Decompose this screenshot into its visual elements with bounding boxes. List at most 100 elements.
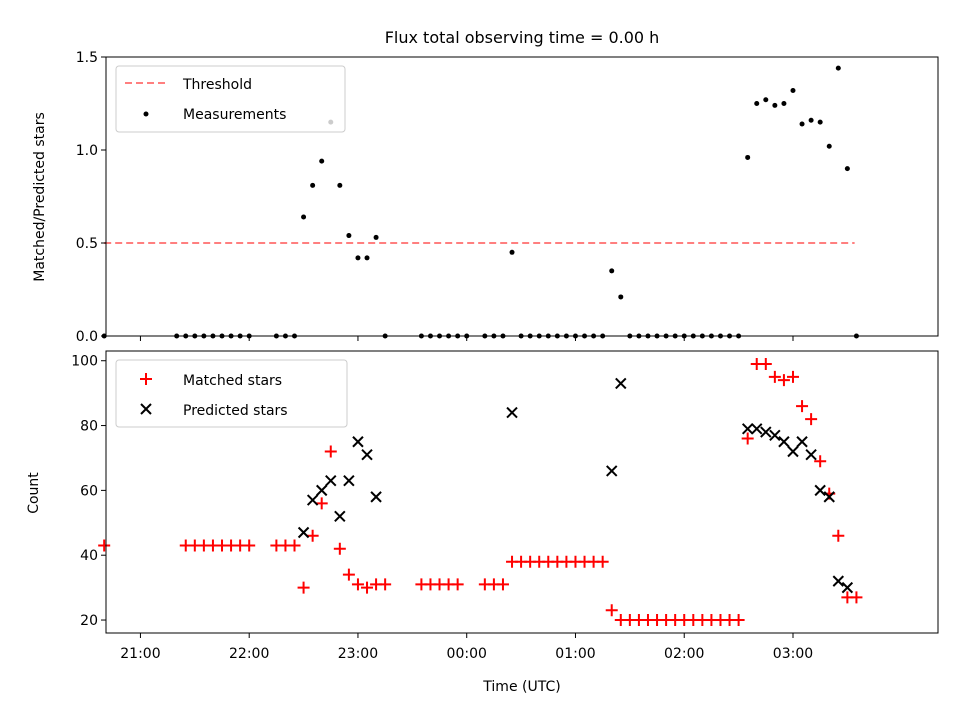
top-panel-frame <box>105 56 939 337</box>
predicted-star-point <box>306 494 319 506</box>
measurement-point <box>319 158 325 164</box>
measurement-point <box>835 65 841 71</box>
predicted-star-point <box>352 436 364 448</box>
y-tick-label: 100 <box>71 354 98 370</box>
legend-matched-swatch <box>140 373 152 385</box>
predicted-star-point <box>769 429 781 441</box>
predicted-star-point <box>751 423 763 435</box>
matched-star-point <box>342 568 355 581</box>
bottom-panel-frame <box>105 350 939 634</box>
matched-star-point <box>596 555 609 568</box>
predicted-star-point <box>606 465 618 477</box>
matched-star-point <box>297 581 310 594</box>
x-tick-label: 22:00 <box>229 646 269 662</box>
predicted-star-point <box>778 436 790 448</box>
top-panel: 0.0 0.5 1.0 1.5 Matched/Predicted stars Thr… <box>32 50 939 345</box>
measurement-point <box>346 233 352 239</box>
matched-star-point <box>805 413 818 426</box>
predicted-star-point <box>823 491 835 503</box>
predicted-star-point <box>334 510 346 523</box>
top-y-ticks: 0.0 0.5 1.0 1.5 <box>76 50 106 345</box>
predicted-star-point <box>297 526 310 539</box>
legend-predicted-label: Predicted stars <box>183 403 288 419</box>
bottom-y-ticks: 20 40 60 80 100 <box>71 354 106 629</box>
predicted-star-point <box>760 426 772 438</box>
matched-star-point <box>732 614 745 627</box>
top-y-axis-label: Matched/Predicted stars <box>32 112 48 282</box>
predicted-star-point <box>325 474 337 487</box>
bottom-panel: 20 40 60 80 100 21:00 22:00 23:00 00:00 01:00 02:… <box>26 350 939 695</box>
matched-star-point <box>98 539 111 552</box>
matched-star-point <box>786 370 799 383</box>
bottom-y-axis-label: Count <box>26 472 42 514</box>
measurement-point <box>817 119 823 125</box>
matched-star-point <box>306 529 319 542</box>
y-tick-label: 1.5 <box>76 50 98 66</box>
measurement-point <box>373 234 379 240</box>
x-tick-label: 02:00 <box>664 646 704 662</box>
matched-star-point <box>605 604 618 617</box>
figure-title: Flux total observing time = 0.00 h <box>385 28 660 47</box>
measurement-point <box>772 102 778 108</box>
matched-star-point <box>288 539 301 552</box>
top-legend: Threshold Measurements <box>115 65 346 133</box>
matched-star-point <box>850 591 863 604</box>
legend-measurements-swatch <box>143 111 149 117</box>
top-x-ticks <box>139 336 794 341</box>
matched-star-point <box>796 400 809 413</box>
measurement-point <box>745 154 751 160</box>
matched-star-point <box>243 539 256 552</box>
matched-star-point <box>814 455 827 468</box>
measurement-point <box>754 101 760 106</box>
y-tick-label: 40 <box>80 548 98 564</box>
predicted-star-point <box>787 445 799 458</box>
matched-star-point <box>741 432 754 445</box>
predicted-star-point <box>343 474 355 487</box>
matched-star-point <box>759 357 772 370</box>
x-axis-label: Time (UTC) <box>482 679 560 695</box>
legend-threshold-label: Threshold <box>182 77 252 93</box>
measurement-point <box>310 182 316 188</box>
x-tick-label: 01:00 <box>555 646 595 662</box>
predicted-stars-series <box>297 377 854 594</box>
matched-star-point <box>496 578 509 591</box>
measurement-point <box>364 255 370 261</box>
bottom-legend: Matched stars Predicted stars <box>115 359 348 428</box>
measurement-point <box>799 121 805 127</box>
measurement-point <box>337 182 343 188</box>
predicted-star-point <box>832 575 845 587</box>
legend-matched-label: Matched stars <box>183 373 282 389</box>
y-tick-label: 60 <box>80 483 98 499</box>
measurement-point <box>844 166 850 172</box>
legend-measurements-label: Measurements <box>183 107 286 123</box>
x-tick-label: 23:00 <box>338 646 378 662</box>
matched-star-point <box>777 374 790 387</box>
measurement-point <box>355 255 361 261</box>
measurement-point <box>781 101 787 106</box>
matched-star-point <box>451 578 464 591</box>
predicted-star-point <box>315 484 328 497</box>
matched-star-point <box>379 578 392 591</box>
measurement-point <box>301 214 307 220</box>
matched-star-point <box>768 370 781 383</box>
x-tick-label: 21:00 <box>120 646 160 662</box>
measurement-point <box>790 87 796 93</box>
predicted-star-point <box>741 423 754 435</box>
measurement-point <box>763 97 769 103</box>
matched-star-point <box>832 529 845 542</box>
legend-predicted-swatch <box>140 403 152 415</box>
y-tick-label: 1.0 <box>76 143 98 159</box>
matched-star-point <box>361 581 374 594</box>
y-tick-label: 0.0 <box>76 329 98 345</box>
y-tick-label: 0.5 <box>76 236 98 252</box>
measurement-point <box>509 249 515 255</box>
predicted-star-point <box>506 406 518 419</box>
matched-star-point <box>333 542 346 555</box>
predicted-star-point <box>814 484 826 497</box>
predicted-star-point <box>796 436 808 448</box>
matched-star-point <box>324 445 337 458</box>
bottom-x-ticks: 21:00 22:00 23:00 00:00 01:00 02:00 03:00 <box>120 633 813 662</box>
measurement-point <box>618 294 624 300</box>
predicted-star-point <box>841 581 854 594</box>
